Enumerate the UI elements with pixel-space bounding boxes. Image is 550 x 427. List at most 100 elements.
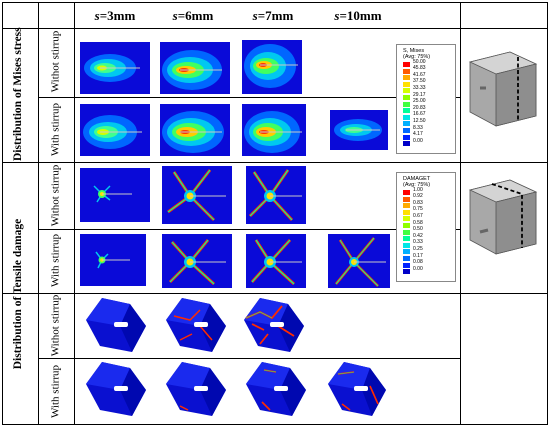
damage-cube-image (166, 362, 226, 416)
section-label-mises: Distribution of Mises stress (12, 27, 24, 161)
legend-swatch (403, 108, 410, 114)
legend-swatch (403, 81, 410, 87)
legend-swatch (403, 114, 410, 120)
damage-legend: DAMAGET (Avg: 75%) 1.00 0.92 0.83 0.75 0.67 0.… (396, 172, 456, 282)
legend-value: 0.00 (413, 265, 423, 272)
grid-line (2, 293, 548, 294)
model-cube-image (468, 179, 538, 255)
damage-contour-image (246, 166, 306, 224)
row-label-without: Withot stirrup (49, 164, 62, 227)
row-label-with: With stirrup (49, 233, 62, 288)
column-value: =6mm (177, 8, 214, 23)
damage-cube-image (244, 298, 304, 352)
legend-value: 0.17 (413, 252, 423, 259)
mises-contour-image (242, 104, 306, 156)
legend-swatch (403, 196, 410, 202)
legend-swatch (403, 68, 410, 74)
section-label-tensile: Distribution of Tensile damage (12, 218, 24, 370)
column-header: s=6mm (158, 8, 228, 24)
row-label-with: With stirrup (49, 102, 62, 157)
legend-swatch (403, 262, 410, 268)
row-label-without: Withot stirrup (49, 30, 62, 93)
model-cube-image (468, 51, 538, 127)
legend-value: 0.25 (413, 245, 423, 252)
legend-value: 0.33 (413, 239, 423, 246)
legend-value: 0.00 (413, 137, 423, 144)
legend-value: 25.00 (413, 98, 426, 105)
column-var: s (252, 8, 258, 23)
column-header: s=10mm (318, 8, 398, 24)
damage-cube-image (246, 362, 306, 416)
legend-swatch (403, 95, 410, 100)
legend-value: 16.67 (413, 111, 426, 118)
damage-contour-image (80, 168, 150, 222)
column-var: s (334, 8, 340, 23)
legend-swatch (403, 203, 410, 209)
damage-contour-image (162, 234, 232, 288)
legend-title: DAMAGET (Avg: 75%) (403, 176, 430, 188)
legend-swatch (403, 62, 410, 67)
legend-title-line: DAMAGET (403, 176, 431, 182)
legend-swatch (403, 269, 410, 275)
legend-swatch (403, 75, 410, 81)
legend-value: 0.50 (413, 226, 423, 233)
grid-line (2, 2, 3, 425)
damage-contour-image (162, 166, 232, 224)
legend-swatch (403, 141, 410, 147)
legend-title-line: (Avg: 75%) (403, 182, 431, 188)
legend-value: 0.75 (413, 206, 423, 213)
legend-swatch (403, 128, 410, 133)
mises-contour-image (242, 40, 302, 94)
mises-legend: S, Mises (Avg: 75%) 50.00 45.83 41.67 37.50 3… (396, 44, 456, 154)
legend-value: 37.50 (413, 78, 426, 85)
legend-swatch (403, 256, 410, 261)
grid-line (38, 2, 39, 425)
legend-swatch (403, 190, 410, 195)
mises-contour-image (80, 104, 150, 156)
grid-line (74, 2, 75, 425)
grid-line (2, 28, 548, 29)
legend-value: 0.42 (413, 232, 423, 239)
legend-value: 41.67 (413, 71, 426, 78)
legend-value: 45.83 (413, 65, 426, 72)
legend-value: 0.83 (413, 199, 423, 206)
mises-contour-image (160, 42, 230, 94)
grid-line (547, 2, 548, 425)
legend-swatch (403, 229, 410, 235)
column-value: =3mm (99, 8, 136, 23)
damage-contour-image (328, 234, 390, 288)
mises-contour-image (160, 104, 230, 156)
legend-value: 0.58 (413, 219, 423, 226)
legend-value: 0.92 (413, 193, 423, 200)
column-header: s=7mm (238, 8, 308, 24)
legend-value: 12.50 (413, 117, 426, 124)
legend-swatch (403, 223, 410, 228)
column-var: s (94, 8, 100, 23)
legend-value: 33.33 (413, 84, 426, 91)
legend-swatch (403, 209, 410, 215)
legend-title-line: S, Mises (403, 48, 425, 54)
grid-line (2, 424, 548, 425)
grid-line (2, 2, 548, 3)
grid-line (38, 358, 460, 359)
damage-cube-image (86, 298, 146, 352)
damage-contour-image (246, 234, 306, 288)
legend-swatch (403, 216, 410, 222)
legend-value: 20.83 (413, 104, 426, 111)
grid-line (460, 2, 461, 425)
damage-cube-image (328, 362, 386, 416)
damage-cube-image (166, 298, 226, 352)
legend-swatch (403, 101, 410, 107)
legend-value: 29.17 (413, 91, 426, 98)
legend-value: 50.00 (413, 58, 426, 65)
row-label-without: Withot stirrup (49, 294, 62, 357)
grid-line (2, 162, 548, 163)
legend-value: 1.00 (413, 186, 423, 193)
legend-swatch (403, 134, 410, 140)
grid-line (38, 229, 460, 230)
row-label-with: With stirrup (49, 364, 62, 419)
legend-value: 0.67 (413, 212, 423, 219)
damage-cube-image (86, 362, 146, 416)
legend-swatch (403, 236, 410, 242)
